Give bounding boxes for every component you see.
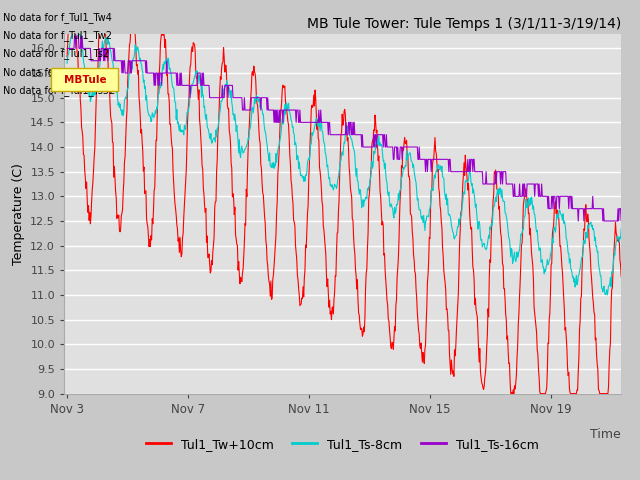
Text: No data for f_Tul1_Ts2: No data for f_Tul1_Ts2 <box>3 48 109 60</box>
Legend: Tul1_Tw+10cm, Tul1_Ts-8cm, Tul1_Ts-16cm: Tul1_Tw+10cm, Tul1_Ts-8cm, Tul1_Ts-16cm <box>141 433 544 456</box>
Text: No data for f_Tul1_Ts32: No data for f_Tul1_Ts32 <box>3 85 115 96</box>
Text: No data for f_Tul1_Ts: No data for f_Tul1_Ts <box>3 67 103 78</box>
Text: Time: Time <box>590 428 621 441</box>
Text: MBTule: MBTule <box>64 75 106 84</box>
Y-axis label: Temperature (C): Temperature (C) <box>12 163 25 264</box>
Text: MB Tule Tower: Tule Temps 1 (3/1/11-3/19/14): MB Tule Tower: Tule Temps 1 (3/1/11-3/19… <box>307 17 621 31</box>
Text: No data for f_Tul1_Tw4: No data for f_Tul1_Tw4 <box>3 12 112 23</box>
Text: No data for f_Tul1_Tw2: No data for f_Tul1_Tw2 <box>3 30 112 41</box>
